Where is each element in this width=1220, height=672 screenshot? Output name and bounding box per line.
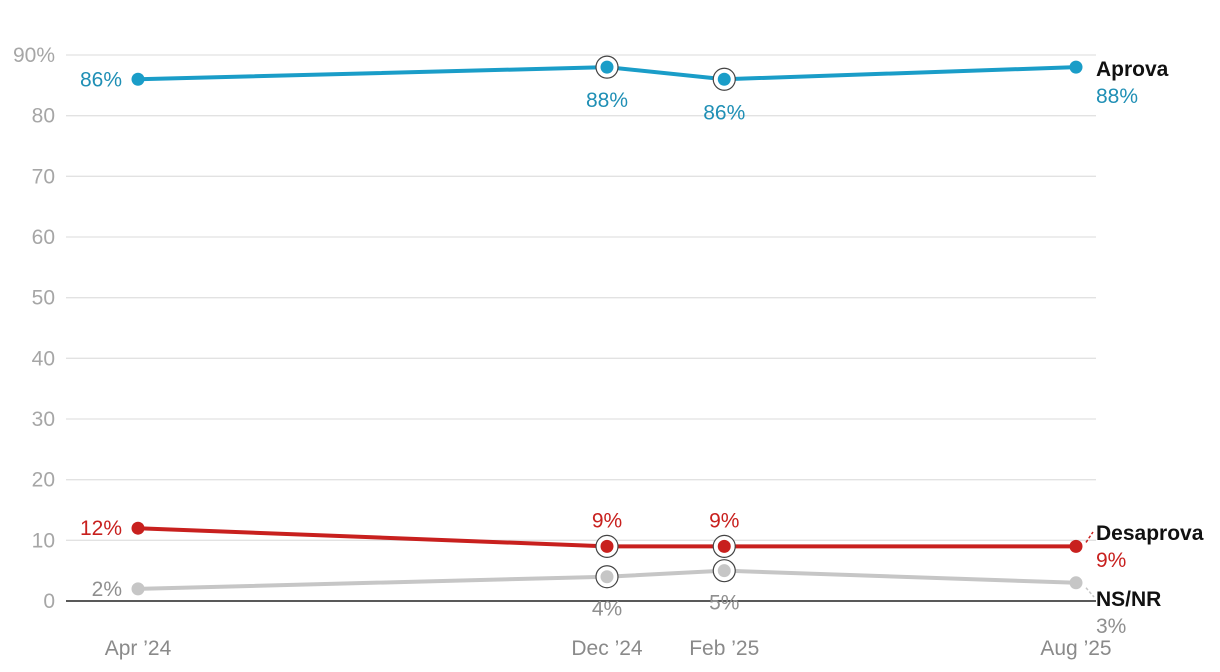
series-label-leader — [1085, 587, 1095, 598]
data-point — [1069, 539, 1083, 553]
series-label-leader — [1085, 531, 1094, 543]
data-point — [717, 539, 731, 553]
series-name-label: Desaprova — [1096, 522, 1204, 545]
y-tick-label: 50 — [32, 287, 55, 310]
y-tick-label: 70 — [32, 165, 55, 188]
x-tick-label: Dec ’24 — [571, 637, 643, 660]
x-tick-label: Aug ’25 — [1040, 637, 1111, 660]
series-end-value: 88% — [1096, 85, 1138, 108]
data-point — [600, 570, 614, 584]
data-point — [717, 72, 731, 86]
series-end-value: 3% — [1096, 615, 1126, 638]
data-point — [131, 582, 145, 596]
data-label: 86% — [80, 68, 122, 91]
data-point — [600, 539, 614, 553]
data-point — [131, 521, 145, 535]
y-tick-label: 90% — [13, 44, 55, 67]
data-point — [131, 72, 145, 86]
data-point — [1069, 576, 1083, 590]
data-point — [600, 60, 614, 74]
data-label: 86% — [703, 101, 745, 124]
series-line-aprova — [136, 65, 1078, 82]
y-tick-label: 0 — [43, 590, 55, 613]
data-label: 4% — [592, 598, 622, 621]
data-label: 12% — [80, 517, 122, 540]
y-tick-label: 30 — [32, 408, 55, 431]
data-point — [717, 564, 731, 578]
data-label: 2% — [92, 578, 122, 601]
series-end-value: 9% — [1096, 549, 1126, 572]
data-label: 5% — [709, 592, 739, 615]
y-tick-label: 40 — [32, 347, 55, 370]
data-label: 88% — [586, 89, 628, 112]
series-line-desaprova — [136, 526, 1078, 549]
x-tick-label: Apr ’24 — [105, 637, 172, 660]
x-tick-label: Feb ’25 — [689, 637, 759, 660]
data-point — [1069, 60, 1083, 74]
series-name-label: Aprova — [1096, 58, 1169, 81]
y-tick-label: 10 — [32, 529, 55, 552]
series-line-ns-nr — [136, 568, 1078, 591]
y-tick-label: 20 — [32, 469, 55, 492]
y-tick-label: 80 — [32, 105, 55, 128]
y-tick-label: 60 — [32, 226, 55, 249]
data-label: 9% — [592, 509, 622, 532]
series-name-label: NS/NR — [1096, 588, 1161, 611]
data-label: 9% — [709, 509, 739, 532]
